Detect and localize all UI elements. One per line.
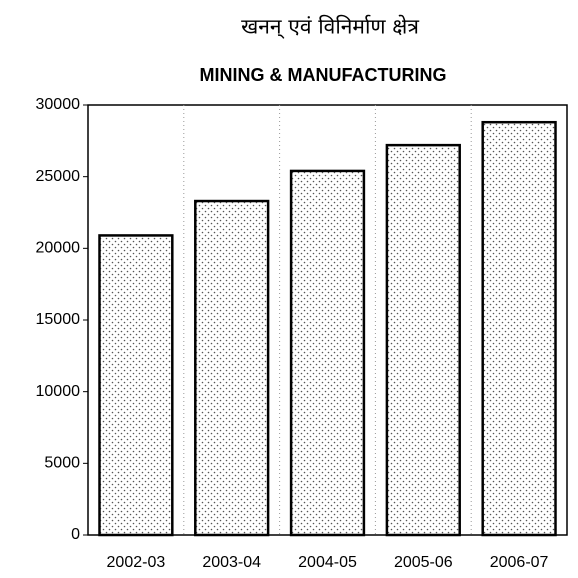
- y-tick-label: 5000: [44, 455, 80, 472]
- bar: [289, 169, 366, 537]
- bar: [385, 143, 461, 537]
- chart-title: MINING & MANUFACTURING: [200, 65, 447, 85]
- y-tick-label: 30000: [36, 96, 81, 113]
- y-tick-label: 15000: [36, 311, 81, 328]
- x-tick-label: 2003-04: [202, 554, 261, 571]
- x-tick-label: 2002-03: [107, 554, 166, 571]
- y-tick-label: 0: [71, 526, 80, 543]
- bar: [194, 199, 270, 537]
- x-tick-label: 2004-05: [298, 554, 357, 571]
- y-tick-label: 20000: [36, 240, 81, 257]
- x-tick-label: 2005-06: [394, 554, 453, 571]
- bar: [98, 234, 174, 537]
- x-tick-label: 2006-07: [490, 554, 549, 571]
- y-tick-label: 10000: [36, 383, 81, 400]
- y-tick-label: 25000: [36, 168, 81, 185]
- bar: [481, 120, 557, 537]
- hindi-title: खनन् एवं विनिर्माण क्षेत्र: [241, 15, 419, 40]
